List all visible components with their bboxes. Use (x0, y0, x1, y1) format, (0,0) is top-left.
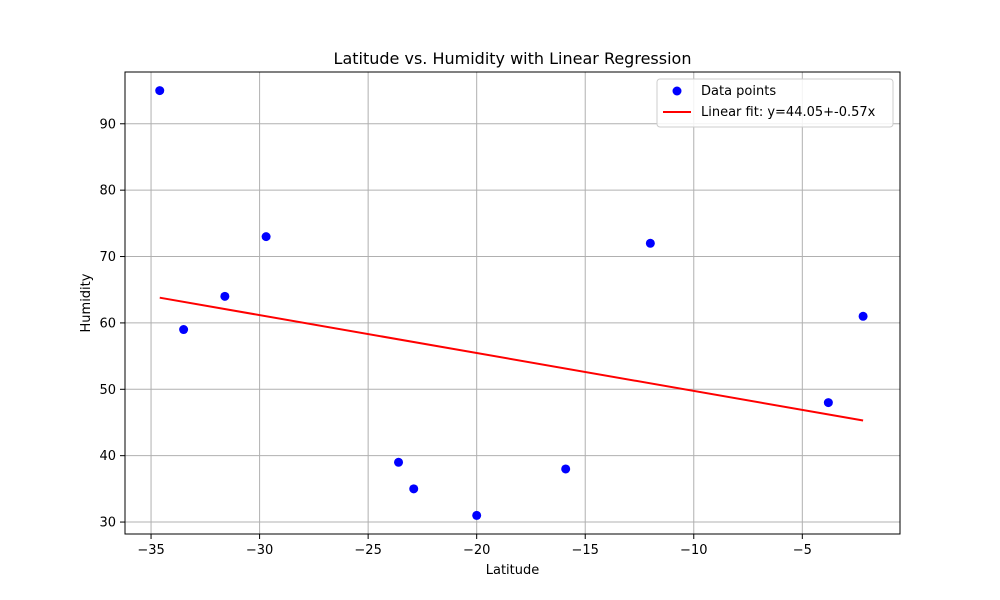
x-tick-label: −5 (793, 543, 812, 558)
plot-frame (124, 71, 901, 535)
regression-line (159, 296, 864, 422)
data-point (858, 311, 868, 321)
data-point (472, 510, 482, 520)
y-tick-label: 40 (99, 449, 116, 464)
data-point (155, 86, 165, 96)
data-point (220, 291, 230, 301)
data-point (823, 398, 833, 408)
y-axis-label: Humidity (79, 273, 94, 332)
data-point (561, 464, 571, 474)
data-point (179, 325, 189, 335)
legend: Data points Linear fit: y=44.05+-0.57x (656, 78, 894, 128)
regression-line-layer (159, 296, 864, 422)
legend-label-linear-fit: Linear fit: y=44.05+-0.57x (701, 105, 876, 120)
legend-marker-data-points (672, 86, 682, 96)
x-tick-label: −15 (572, 543, 599, 558)
legend-box (656, 78, 894, 128)
y-tick-label: 90 (99, 117, 116, 132)
legend-label-data-points: Data points (701, 84, 776, 99)
x-axis-label: Latitude (486, 563, 540, 578)
x-tick-label: −25 (354, 543, 381, 558)
y-tick-label: 50 (99, 383, 116, 398)
y-tick-label: 60 (99, 316, 116, 331)
data-point (409, 484, 419, 494)
y-tick-label: 70 (99, 250, 116, 265)
y-axis-ticks: 30 40 50 60 70 80 90 (99, 117, 125, 531)
data-point (394, 457, 404, 467)
x-tick-label: −20 (463, 543, 490, 558)
x-tick-label: −10 (680, 543, 707, 558)
x-tick-label: −30 (246, 543, 273, 558)
x-tick-label: −35 (137, 543, 164, 558)
x-axis-ticks: −35 −30 −25 −20 −15 −10 −5 (137, 534, 812, 558)
data-point (645, 238, 655, 248)
grid (125, 72, 900, 534)
y-tick-label: 30 (99, 516, 116, 531)
data-point (261, 232, 271, 242)
y-tick-label: 80 (99, 184, 116, 199)
scatter-points-layer (155, 86, 868, 520)
chart-title: Latitude vs. Humidity with Linear Regres… (334, 49, 692, 68)
